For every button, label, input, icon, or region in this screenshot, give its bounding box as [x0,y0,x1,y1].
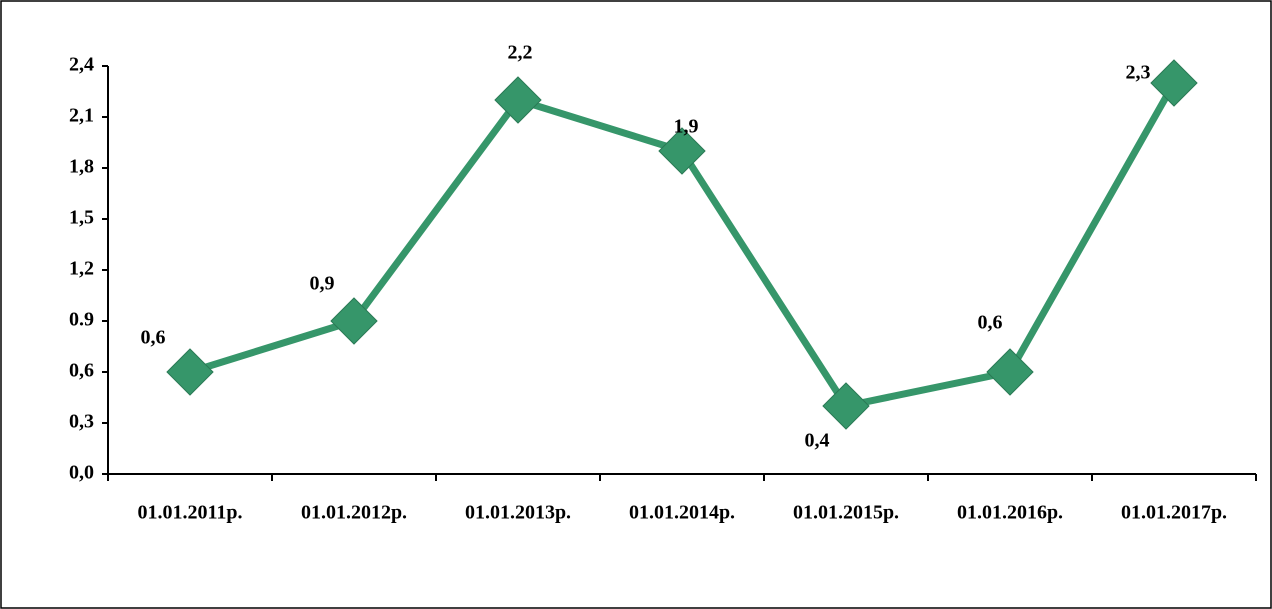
marker [986,348,1034,396]
data-label: 0,6 [978,312,1003,334]
y-tick-label: 2,1 [69,105,94,127]
x-tick-label: 01.01.2012р. [301,502,407,524]
y-tick-label: 0,6 [69,360,94,382]
x-tick-label: 01.01.2011р. [137,502,242,524]
x-tick-label: 01.01.2017р. [1121,502,1227,524]
y-tick-label: 1,2 [69,258,94,280]
x-tick-label: 01.01.2015р. [793,502,899,524]
marker [822,382,870,430]
data-label: 0,4 [805,430,830,452]
x-tick-label: 01.01.2016р. [957,502,1063,524]
y-tick-label: 0,0 [69,462,94,484]
marker [494,76,542,124]
x-tick-label: 01.01.2013р. [465,502,571,524]
x-tick-label: 01.01.2014р. [629,502,735,524]
data-label: 2,3 [1126,62,1151,84]
data-label: 0,6 [141,327,166,349]
marker [658,127,706,175]
y-tick-label: 1,8 [69,156,94,178]
marker [1150,59,1198,107]
y-tick-label: 0.9 [69,309,94,331]
y-tick-label: 1,5 [69,207,94,229]
data-label: 1,9 [674,116,699,138]
marker [330,297,378,345]
data-label: 0,9 [310,273,335,295]
data-label: 2,2 [508,42,533,64]
marker [166,348,214,396]
y-tick-label: 2,4 [69,54,94,76]
y-tick-label: 0,3 [69,411,94,433]
